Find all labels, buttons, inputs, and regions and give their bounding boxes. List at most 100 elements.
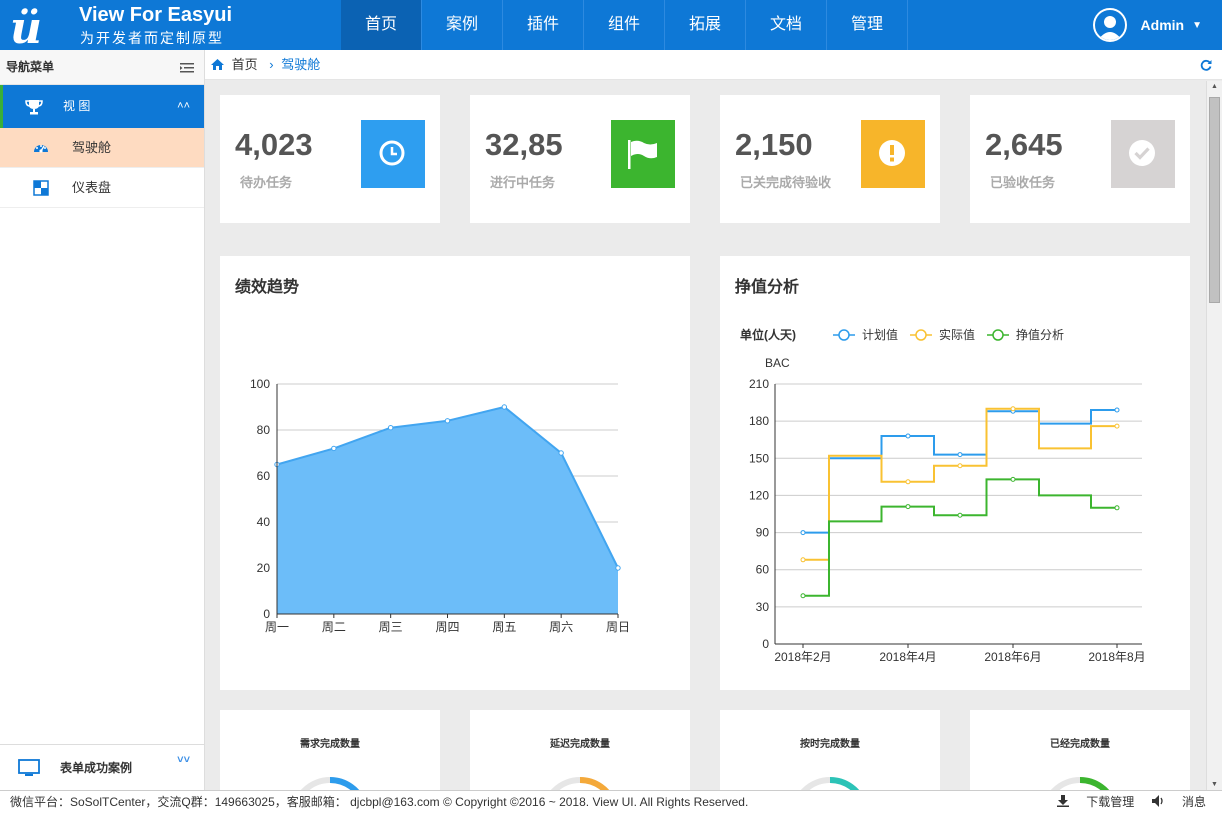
- legend-marker: [992, 329, 1004, 341]
- monitor-icon: [18, 759, 40, 776]
- chevron-down-icon[interactable]: ˅˅: [177, 754, 190, 766]
- scroll-thumb[interactable]: [1209, 97, 1220, 303]
- main-content: 4,023 待办任务 32,85 进行中任务 2,150 已关完成待验收 2,6…: [205, 81, 1206, 790]
- stat-value: 32,85: [485, 127, 563, 162]
- gauge-card-completed: 已经完成数量: [970, 710, 1190, 790]
- scroll-down-arrow[interactable]: ▼: [1211, 781, 1218, 788]
- gauge-ring: [300, 776, 360, 790]
- x-tick-label: 周六: [549, 620, 573, 634]
- gauge-ring: [1050, 776, 1110, 790]
- svg-text:ü: ü: [10, 3, 42, 47]
- stat-label: 已关完成待验收: [740, 175, 832, 190]
- breadcrumb-current: 驾驶舱: [281, 57, 321, 72]
- y-tick-label: 210: [749, 377, 769, 391]
- speaker-icon: [1151, 795, 1163, 807]
- breadcrumb: 首页 › 驾驶舱: [205, 50, 1222, 80]
- download-label: 下载管理: [1086, 795, 1135, 809]
- gauge-ring: [800, 776, 860, 790]
- y-tick-label: 120: [749, 488, 769, 502]
- user-menu[interactable]: Admin ▼: [1092, 7, 1202, 43]
- data-point: [1010, 406, 1016, 412]
- message-label: 消息: [1181, 795, 1206, 809]
- stat-card-in-progress[interactable]: 32,85 进行中任务: [470, 95, 690, 223]
- breadcrumb-home[interactable]: 首页: [231, 57, 258, 72]
- series-line: [803, 407, 1117, 561]
- stat-label: 待办任务: [240, 175, 293, 190]
- stat-value: 2,150: [735, 127, 813, 162]
- gauge-title: 已经完成数量: [1050, 739, 1110, 750]
- legend-label: 计划值: [862, 327, 898, 342]
- ev-title: 挣值分析: [735, 279, 800, 296]
- x-tick-label: 周三: [379, 620, 403, 634]
- nav-components[interactable]: 组件: [584, 0, 665, 50]
- legend-label: 挣值分析: [1016, 327, 1064, 342]
- sidebar-title: 导航菜单: [6, 60, 55, 74]
- dashboard-icon: [34, 145, 48, 153]
- sidebar-item-panel[interactable]: 仪表盘: [0, 168, 204, 208]
- sidebar-item-cockpit[interactable]: 驾驶舱: [0, 128, 204, 168]
- y-tick-label: 0: [263, 607, 270, 621]
- y-tick-label: 20: [257, 561, 271, 575]
- stat-card-pending-accept[interactable]: 2,150 已关完成待验收: [720, 95, 940, 223]
- sidebar-item-label: 驾驶舱: [72, 140, 112, 155]
- scroll-up-arrow[interactable]: ▲: [1211, 83, 1218, 90]
- nav-cases[interactable]: 案例: [422, 0, 503, 50]
- trend-title: 绩效趋势: [235, 279, 300, 296]
- y-tick-label: 60: [257, 469, 271, 483]
- y-tick-label: 180: [749, 414, 769, 428]
- nav-extensions[interactable]: 拓展: [665, 0, 746, 50]
- stat-icon-box: [861, 120, 925, 188]
- download-icon: [1056, 795, 1069, 807]
- stat-label: 已验收任务: [990, 175, 1056, 190]
- legend-label: 实际值: [939, 327, 975, 342]
- x-tick-label: 周二: [322, 620, 346, 634]
- data-point: [800, 530, 806, 536]
- flag-icon: [628, 140, 657, 169]
- download-manager-link[interactable]: 下载管理: [1056, 795, 1138, 809]
- brand-subtitle: 为开发者而定制原型: [80, 30, 224, 46]
- nav-plugins[interactable]: 插件: [503, 0, 584, 50]
- refresh-icon[interactable]: [1200, 59, 1212, 71]
- y-axis-label: BAC: [765, 356, 790, 370]
- data-point: [1114, 407, 1120, 413]
- gauge-card-delayed: 延迟完成数量: [470, 710, 690, 790]
- x-tick-label: 周日: [606, 620, 630, 634]
- y-tick-label: 80: [257, 423, 271, 437]
- data-point: [1114, 505, 1120, 511]
- y-tick-label: 90: [756, 526, 770, 540]
- logo-icon: ü: [10, 3, 42, 47]
- menu-toggle-icon[interactable]: [180, 63, 194, 73]
- sidebar-bottom-label: 表单成功案例: [60, 761, 133, 775]
- nav-docs[interactable]: 文档: [746, 0, 827, 50]
- stat-value: 2,645: [985, 127, 1063, 162]
- data-point: [444, 418, 451, 424]
- stat-label: 进行中任务: [490, 175, 556, 190]
- top-nav: 首页 案例 插件 组件 拓展 文档 管理: [341, 0, 908, 50]
- x-tick-label: 周四: [435, 620, 459, 634]
- message-link[interactable]: 消息: [1151, 795, 1206, 809]
- stat-card-todo[interactable]: 4,023 待办任务: [220, 95, 440, 223]
- gauge-title: 需求完成数量: [300, 739, 360, 750]
- trend-panel: 绩效趋势 0 20 40 60 80 100 周一 周二 周三 周四 周五 周六 周日: [220, 256, 690, 690]
- data-point: [558, 450, 564, 456]
- sidebar-bottom-group[interactable]: 表单成功案例 ˅˅: [0, 744, 204, 790]
- page-scrollbar[interactable]: ▲ ▼: [1206, 81, 1222, 790]
- sidebar-group-view[interactable]: 视 图 ˄˄: [0, 85, 204, 128]
- brand-title: View For Easyui: [79, 4, 233, 26]
- data-point: [905, 433, 911, 439]
- nav-home[interactable]: 首页: [341, 0, 422, 50]
- nav-admin[interactable]: 管理: [827, 0, 908, 50]
- gauge-card-ontime: 按时完成数量: [720, 710, 940, 790]
- stat-card-accepted[interactable]: 2,645 已验收任务: [970, 95, 1190, 223]
- avatar-icon: [1092, 8, 1127, 42]
- footer: 微信平台：SoSolTCenter，交流Q群：149663025，客服邮箱： d…: [0, 790, 1222, 814]
- data-point: [1114, 423, 1120, 429]
- stat-icon-box: [1111, 120, 1175, 188]
- chevron-up-icon[interactable]: ˄˄: [177, 100, 190, 112]
- gauge-title: 按时完成数量: [800, 739, 860, 750]
- stat-icon-box: [611, 120, 675, 188]
- data-point: [905, 479, 911, 485]
- x-tick-label: 2018年4月: [879, 650, 936, 664]
- sidebar-item-label: 仪表盘: [72, 180, 112, 195]
- gauge-card-demand: 需求完成数量: [220, 710, 440, 790]
